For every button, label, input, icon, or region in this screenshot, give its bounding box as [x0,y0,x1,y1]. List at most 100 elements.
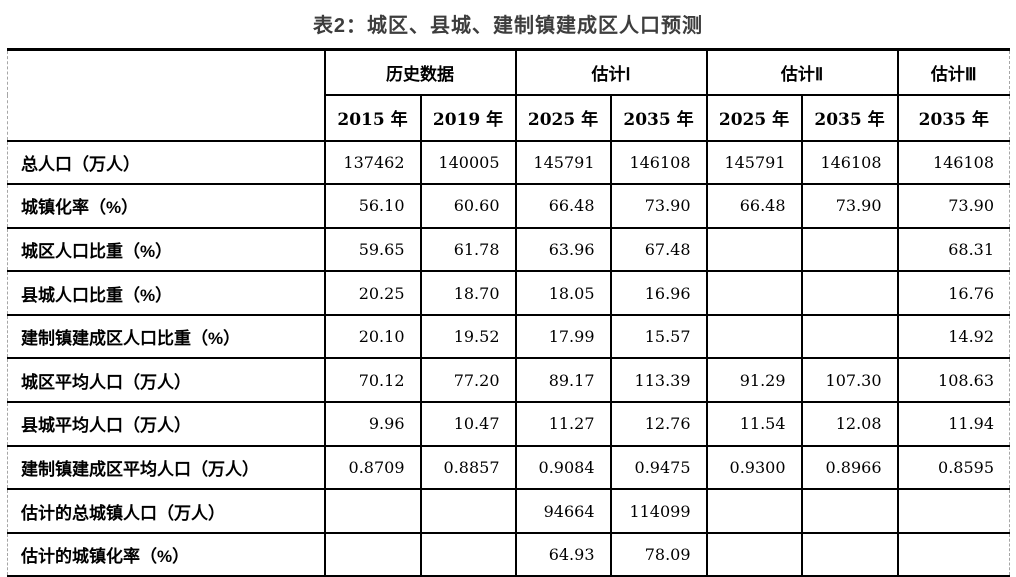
year-header: 2035 年 [896,93,1010,142]
value-cell: 73.90 [609,183,708,229]
value-cell: 63.96 [514,226,612,273]
row-label: 城区人口比重（%） [7,226,326,273]
row-label: 估计的总城镇人口（万人） [7,488,326,534]
value-cell [419,531,517,577]
row-label: 城镇化率（%） [7,183,326,229]
year-header: 2025 年 [705,93,803,142]
value-cell: 19.52 [419,313,517,360]
value-cell: 17.99 [514,313,612,360]
table-row: 估计的城镇化率（%） 64.93 78.09 [7,531,1010,577]
value-cell: 68.31 [896,226,1010,273]
value-cell: 77.20 [419,357,517,404]
year-header: 2035 年 [609,93,708,142]
year-header: 2035 年 [800,93,899,142]
value-cell: 145791 [705,139,803,186]
row-label: 总人口（万人） [7,139,326,186]
value-cell [419,488,517,534]
value-cell: 0.8709 [323,444,422,491]
value-cell: 114099 [609,488,708,534]
table-row: 总人口（万人） 137462 140005 145791 146108 145791 146… [7,139,1010,186]
group-header-estimate-1: 估计Ⅰ [514,49,708,96]
value-cell: 140005 [419,139,517,186]
group-header-row: 历史数据 估计Ⅰ 估计Ⅱ 估计Ⅲ [7,49,1010,142]
value-cell: 18.05 [514,270,612,316]
value-cell: 60.60 [419,183,517,229]
row-label: 建制镇建成区平均人口（万人） [7,444,326,491]
value-cell: 20.10 [323,313,422,360]
value-cell: 108.63 [896,357,1010,404]
value-cell: 66.48 [514,183,612,229]
value-cell: 10.47 [419,401,517,447]
value-cell: 61.78 [419,226,517,273]
value-cell: 146108 [609,139,708,186]
value-cell: 66.48 [705,183,803,229]
value-cell: 0.8857 [419,444,517,491]
value-cell: 94664 [514,488,612,534]
value-cell: 91.29 [705,357,803,404]
table-row: 建制镇建成区平均人口（万人） 0.8709 0.8857 0.9084 0.9475 0.… [7,444,1010,491]
value-cell: 56.10 [323,183,422,229]
value-cell [800,313,899,360]
value-cell: 12.08 [800,401,899,447]
value-cell: 89.17 [514,357,612,404]
table-header: 历史数据 估计Ⅰ 估计Ⅱ 估计Ⅲ 2015 年 2019 年 2025 年 20… [7,49,1010,142]
value-cell: 146108 [800,139,899,186]
value-cell: 107.30 [800,357,899,404]
group-header-historical-data: 历史数据 [323,49,517,96]
value-cell: 11.54 [705,401,803,447]
value-cell [800,270,899,316]
table-row: 县城人口比重（%） 20.25 18.70 18.05 16.96 16.76 [7,270,1010,316]
value-cell [896,488,1010,534]
table-row: 城区平均人口（万人） 70.12 77.20 89.17 113.39 91.29 107.… [7,357,1010,404]
group-header-estimate-2: 估计Ⅱ [705,49,899,96]
corner-cell [7,49,326,142]
table-row: 城镇化率（%） 56.10 60.60 66.48 73.90 66.48 73.90 73.… [7,183,1010,229]
table-body: 总人口（万人） 137462 140005 145791 146108 145791 146… [7,139,1010,577]
value-cell [323,488,422,534]
row-label: 建制镇建成区人口比重（%） [7,313,326,360]
value-cell: 137462 [323,139,422,186]
value-cell: 113.39 [609,357,708,404]
value-cell: 0.8595 [896,444,1010,491]
value-cell: 0.9300 [705,444,803,491]
value-cell: 11.27 [514,401,612,447]
value-cell [323,531,422,577]
value-cell: 73.90 [800,183,899,229]
year-header: 2015 年 [324,93,422,142]
value-cell: 0.9475 [609,444,708,491]
value-cell: 0.9084 [514,444,612,491]
table-row: 建制镇建成区人口比重（%） 20.10 19.52 17.99 15.57 14.92 [7,313,1010,360]
row-label: 县城人口比重（%） [7,270,326,316]
value-cell [800,226,899,273]
value-cell: 20.25 [323,270,422,316]
value-cell: 9.96 [323,401,422,447]
year-header-row: 2015 年 2019 年 2025 年 2035 年 2025 年 2035 … [8,93,1010,142]
value-cell: 18.70 [419,270,517,316]
value-cell: 73.90 [896,183,1010,229]
table-row: 县城平均人口（万人） 9.96 10.47 11.27 12.76 11.54 12.08 1… [7,401,1010,447]
table-row: 估计的总城镇人口（万人） 94664 114099 [7,488,1010,534]
value-cell: 67.48 [609,226,708,273]
value-cell: 145791 [514,139,612,186]
value-cell: 59.65 [323,226,422,273]
year-header: 2019 年 [419,93,517,142]
value-cell: 64.93 [514,531,612,577]
value-cell [705,488,803,534]
value-cell: 11.94 [896,401,1010,447]
row-label: 估计的城镇化率（%） [7,531,326,577]
value-cell: 16.96 [609,270,708,316]
value-cell: 78.09 [609,531,708,577]
group-header-estimate-3: 估计Ⅲ [896,49,1010,96]
value-cell [800,488,899,534]
value-cell [705,531,803,577]
value-cell [800,531,899,577]
year-header: 2025 年 [514,93,612,142]
value-cell [705,226,803,273]
value-cell: 15.57 [609,313,708,360]
value-cell: 146108 [896,139,1010,186]
value-cell [705,270,803,316]
value-cell [896,531,1010,577]
value-cell: 16.76 [896,270,1010,316]
value-cell: 0.8966 [800,444,899,491]
